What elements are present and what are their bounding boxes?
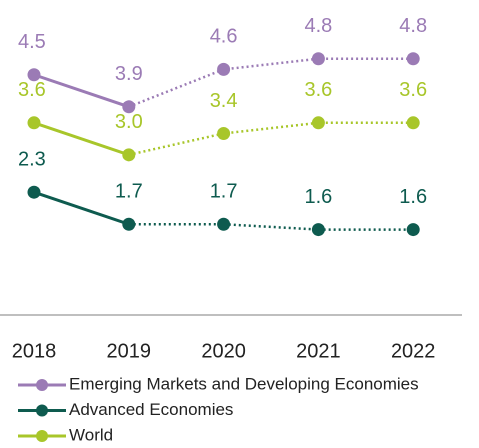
marker <box>217 126 231 140</box>
marker <box>27 68 41 82</box>
line <box>33 190 130 226</box>
value-label: 4.8 <box>399 15 427 37</box>
value-label: 4.5 <box>18 31 46 53</box>
legend-label: Emerging Markets and Developing Economie… <box>69 374 419 393</box>
line-projection <box>128 222 414 231</box>
value-label: 1.6 <box>399 186 427 208</box>
x-tick-label: 2022 <box>391 340 436 362</box>
value-label: 3.6 <box>18 79 46 101</box>
legend-marker <box>36 430 48 442</box>
marker <box>122 100 136 114</box>
value-label: 1.7 <box>115 181 143 203</box>
value-label: 3.9 <box>115 63 143 85</box>
marker <box>311 223 325 237</box>
marker <box>27 116 41 130</box>
value-label: 4.8 <box>304 15 332 37</box>
value-label: 3.6 <box>399 79 427 101</box>
line-projection <box>128 57 414 108</box>
value-label: 1.6 <box>304 186 332 208</box>
x-tick-label: 2018 <box>12 340 57 362</box>
x-tick-label: 2021 <box>296 340 341 362</box>
legend-label: Advanced Economies <box>69 400 233 419</box>
marker <box>122 148 136 162</box>
marker <box>217 217 231 231</box>
marker <box>122 217 136 231</box>
x-tick-label: 2020 <box>201 340 246 362</box>
marker <box>27 185 41 199</box>
line <box>33 73 130 109</box>
marker <box>311 52 325 66</box>
value-label: 3.4 <box>210 90 238 112</box>
legend-marker <box>36 404 48 417</box>
value-label: 3.0 <box>115 111 143 133</box>
marker <box>311 116 325 130</box>
marker <box>406 223 420 237</box>
value-label: 4.6 <box>210 26 238 48</box>
legend-label: World <box>69 425 113 444</box>
line <box>33 121 130 157</box>
line-projection <box>128 121 414 157</box>
value-label: 1.7 <box>210 181 238 203</box>
x-tick-label: 2019 <box>107 340 152 362</box>
marker <box>406 116 420 130</box>
marker <box>406 52 420 66</box>
value-label: 3.6 <box>304 79 332 101</box>
value-label: 2.3 <box>18 148 46 170</box>
marker <box>217 62 231 76</box>
legend-marker <box>36 379 48 391</box>
